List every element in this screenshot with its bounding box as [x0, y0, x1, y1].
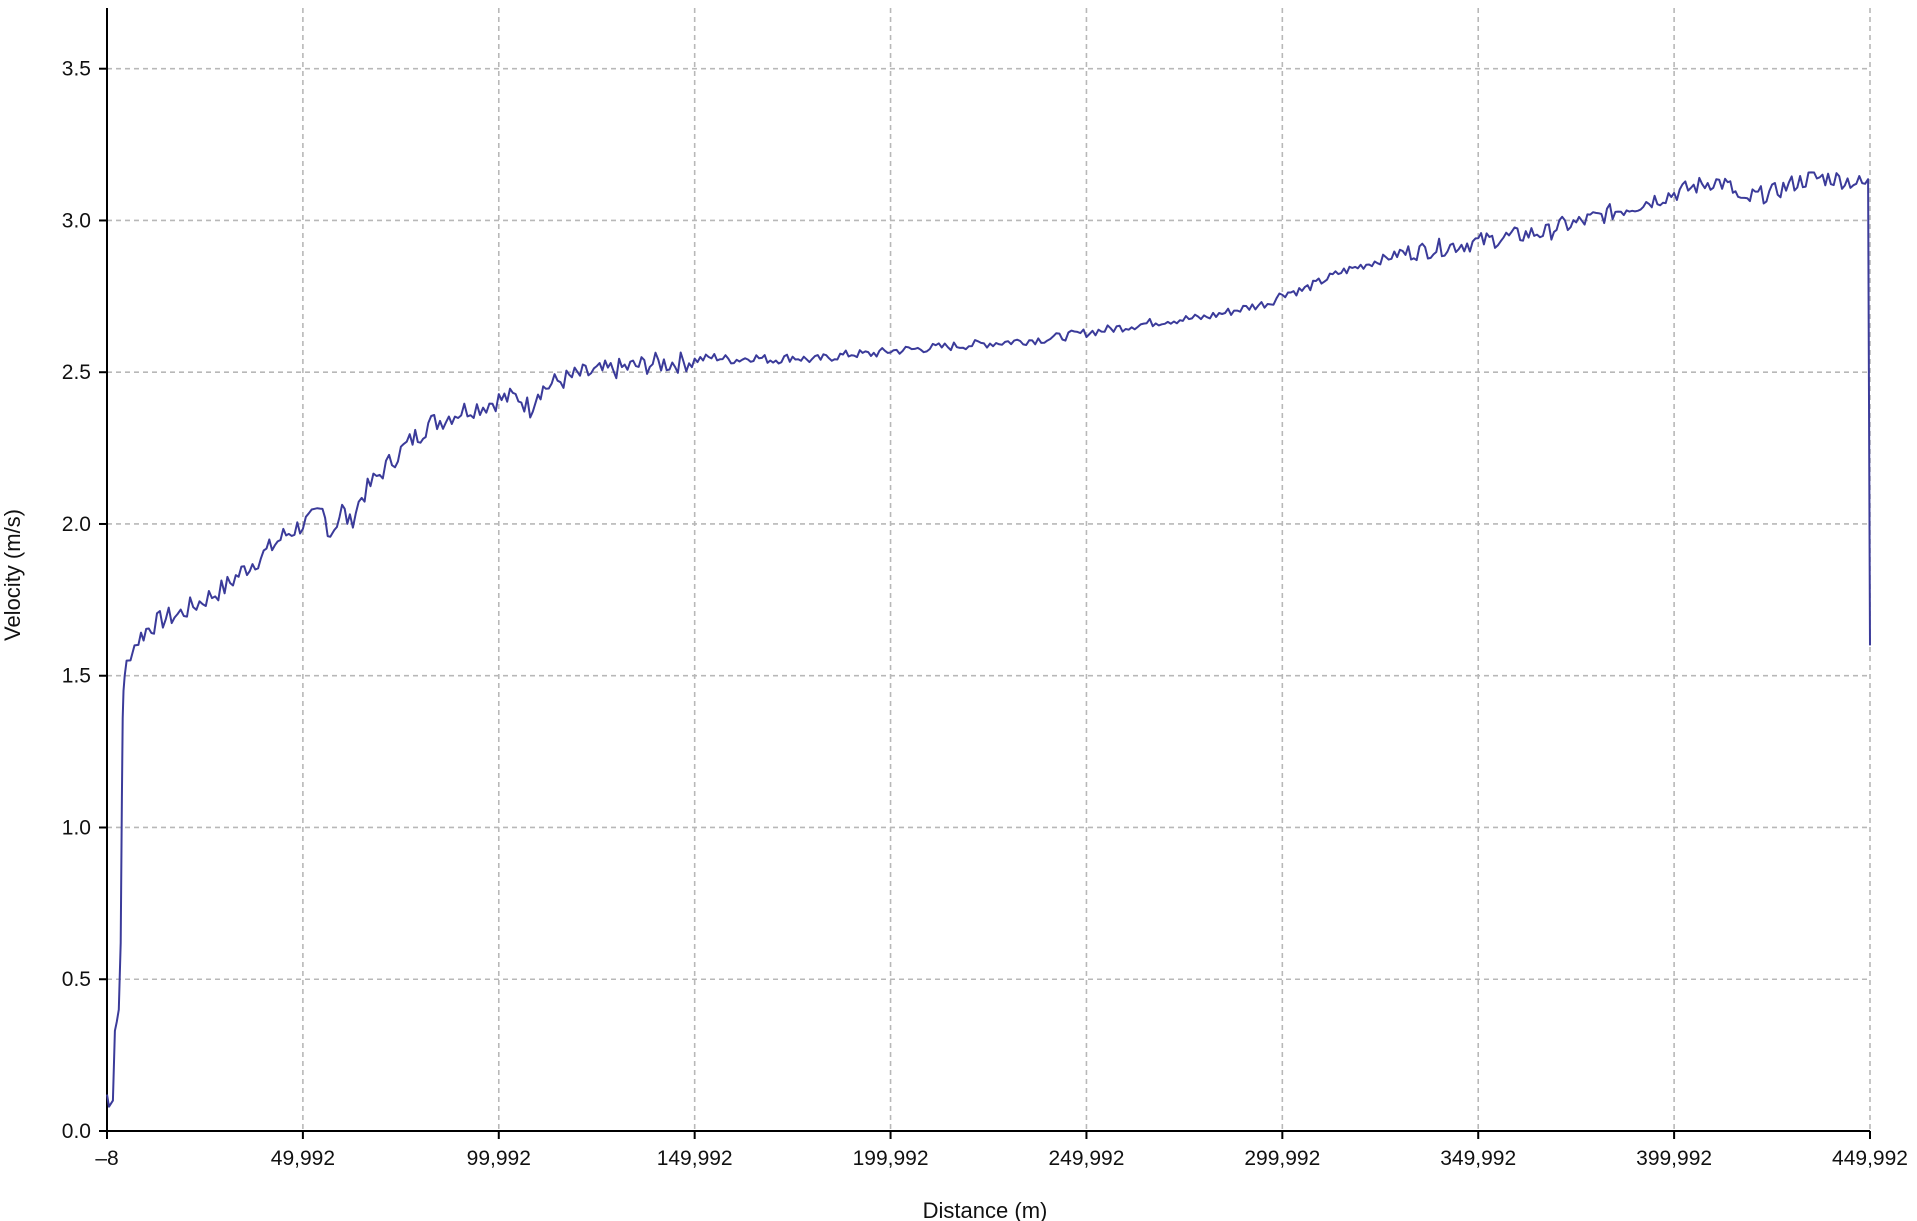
y-tick-label: 0.5 — [62, 968, 91, 991]
x-tick-label: 399,992 — [1636, 1147, 1712, 1170]
x-tick-label: 49,992 — [271, 1147, 335, 1170]
x-tick-label: 249,992 — [1048, 1147, 1124, 1170]
y-tick-label: 0.0 — [62, 1120, 91, 1143]
y-tick-label: 2.5 — [62, 361, 91, 384]
grid — [107, 8, 1871, 1131]
y-tick-label: 2.0 — [62, 513, 91, 536]
x-axis-tick-labels: –8 49,992 99,992 149,992 199,992 249,992 299,9… — [95, 1147, 1908, 1170]
y-tick-label: 1.0 — [62, 816, 91, 839]
y-tick-label: 3.5 — [62, 58, 91, 81]
series-layer — [106, 171, 1871, 1108]
axes — [99, 8, 1871, 1139]
y-axis-tick-labels: 0.0 0.5 1.0 1.5 2.0 2.5 3.0 3.5 — [62, 58, 91, 1143]
velocity-series-line — [106, 171, 1871, 1108]
y-tick-label: 1.5 — [62, 665, 91, 688]
x-tick-label: 99,992 — [467, 1147, 531, 1170]
x-axis-label: Distance (m) — [923, 1198, 1048, 1221]
x-tick-label: 449,992 — [1832, 1147, 1908, 1170]
y-axis-label: Velocity (m/s) — [0, 509, 25, 641]
x-tick-label: 199,992 — [853, 1147, 929, 1170]
y-tick-label: 3.0 — [62, 209, 91, 232]
x-tick-label: 149,992 — [657, 1147, 733, 1170]
x-tick-label: 299,992 — [1244, 1147, 1320, 1170]
x-tick-label: –8 — [95, 1147, 118, 1170]
x-tick-label: 349,992 — [1440, 1147, 1516, 1170]
